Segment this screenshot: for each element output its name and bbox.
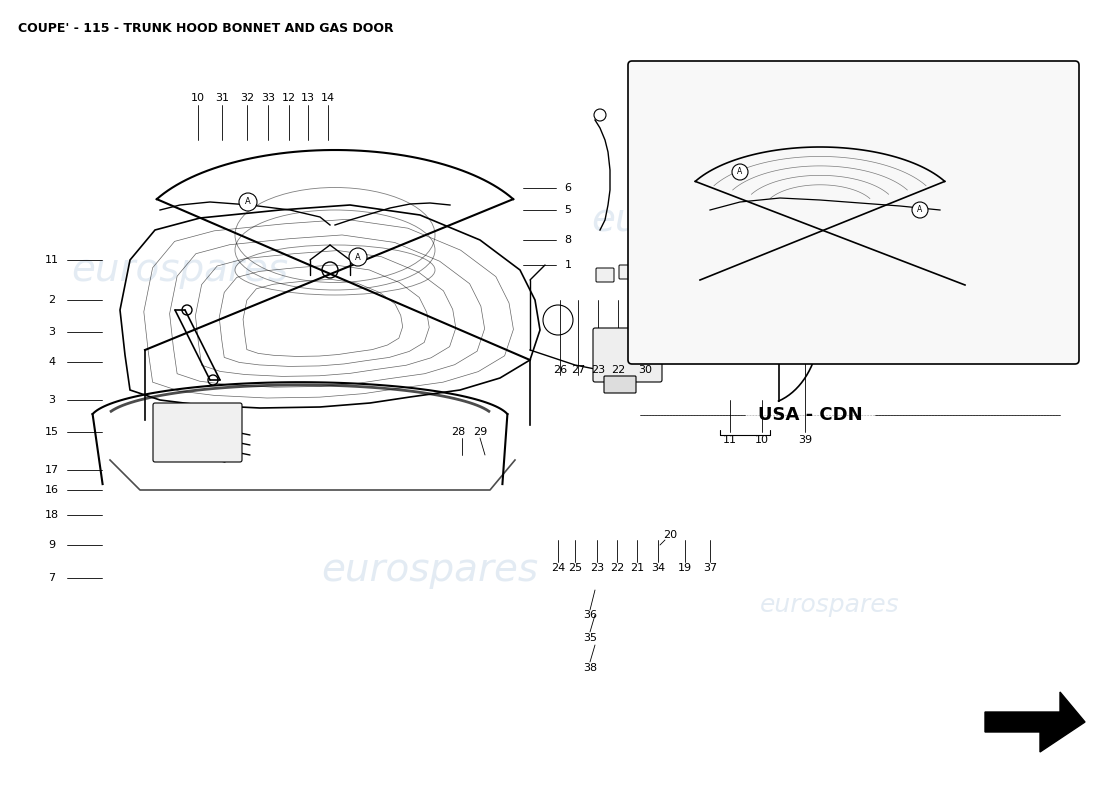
Text: 25: 25	[568, 563, 582, 573]
FancyBboxPatch shape	[596, 268, 614, 282]
Text: 27: 27	[571, 365, 585, 375]
Text: 30: 30	[638, 365, 652, 375]
Text: 33: 33	[261, 93, 275, 103]
Text: 23: 23	[590, 563, 604, 573]
Text: 36: 36	[583, 610, 597, 620]
Circle shape	[732, 164, 748, 180]
Text: 15: 15	[45, 427, 59, 437]
Text: 2: 2	[48, 295, 56, 305]
Text: 23: 23	[591, 365, 605, 375]
Text: 38: 38	[583, 663, 597, 673]
Text: A: A	[355, 253, 361, 262]
Polygon shape	[984, 692, 1085, 752]
Text: 22: 22	[609, 563, 624, 573]
Text: 10: 10	[755, 435, 769, 445]
Text: 12: 12	[282, 93, 296, 103]
Text: 3: 3	[48, 327, 55, 337]
Text: 5: 5	[564, 205, 572, 215]
FancyBboxPatch shape	[636, 273, 654, 287]
Text: 37: 37	[703, 563, 717, 573]
Text: USA - CDN: USA - CDN	[758, 406, 862, 424]
Text: 16: 16	[45, 485, 59, 495]
Text: 19: 19	[678, 563, 692, 573]
Text: 14: 14	[321, 93, 336, 103]
Text: 8: 8	[564, 235, 572, 245]
Circle shape	[239, 193, 257, 211]
Text: 34: 34	[651, 563, 666, 573]
Text: 39: 39	[798, 435, 812, 445]
Text: 29: 29	[473, 427, 487, 437]
Text: A: A	[737, 167, 742, 177]
Text: A: A	[917, 206, 923, 214]
Text: eurospares: eurospares	[72, 251, 288, 289]
Text: 22: 22	[610, 365, 625, 375]
Circle shape	[594, 109, 606, 121]
Text: 11: 11	[45, 255, 59, 265]
Text: A: A	[245, 198, 251, 206]
Text: 1: 1	[564, 260, 572, 270]
Text: 11: 11	[723, 435, 737, 445]
FancyBboxPatch shape	[593, 328, 662, 382]
FancyBboxPatch shape	[619, 265, 637, 279]
Circle shape	[349, 248, 367, 266]
Text: 3: 3	[48, 395, 55, 405]
FancyBboxPatch shape	[153, 403, 242, 462]
Text: 28: 28	[451, 427, 465, 437]
Text: eurospares: eurospares	[321, 551, 539, 589]
Text: 31: 31	[214, 93, 229, 103]
Text: 10: 10	[191, 93, 205, 103]
Text: 6: 6	[564, 183, 572, 193]
Text: eurospares: eurospares	[760, 593, 900, 617]
Text: 9: 9	[48, 540, 56, 550]
FancyBboxPatch shape	[628, 61, 1079, 364]
Text: 35: 35	[583, 633, 597, 643]
Text: eurospares: eurospares	[592, 201, 808, 239]
Text: COUPE' - 115 - TRUNK HOOD BONNET AND GAS DOOR: COUPE' - 115 - TRUNK HOOD BONNET AND GAS…	[18, 22, 394, 35]
Text: 7: 7	[48, 573, 56, 583]
Text: 21: 21	[630, 563, 645, 573]
Text: 24: 24	[551, 563, 565, 573]
Circle shape	[912, 202, 928, 218]
Text: 26: 26	[553, 365, 568, 375]
Text: 13: 13	[301, 93, 315, 103]
Text: 18: 18	[45, 510, 59, 520]
Text: 17: 17	[45, 465, 59, 475]
Text: 4: 4	[48, 357, 56, 367]
Text: 20: 20	[663, 530, 678, 540]
FancyBboxPatch shape	[604, 376, 636, 393]
Text: 32: 32	[240, 93, 254, 103]
